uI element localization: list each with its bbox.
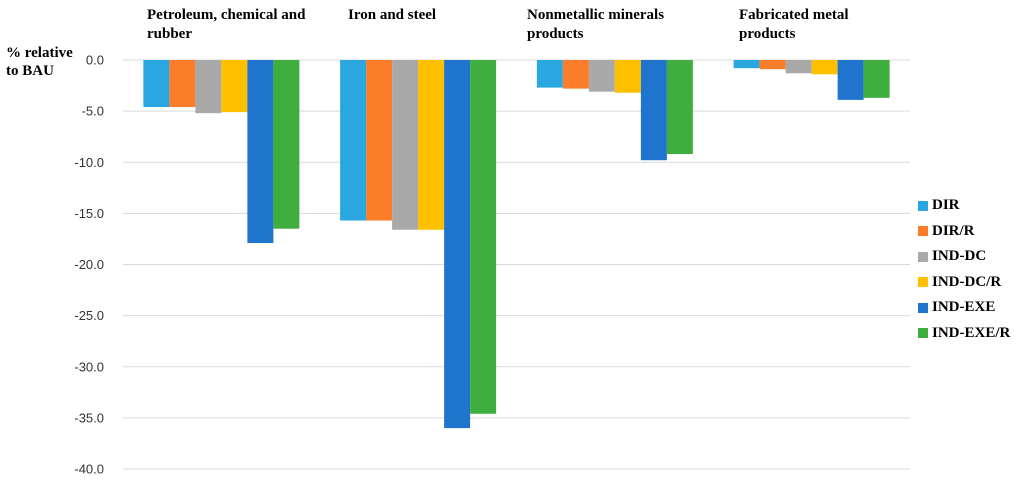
bar-ind-exe-r-cat-3 xyxy=(864,60,890,98)
bar-dir-cat-3 xyxy=(734,60,760,68)
legend-label: IND-DC/R xyxy=(932,274,1001,291)
legend-swatch xyxy=(918,328,928,338)
bar-ind-exe-cat-3 xyxy=(838,60,864,100)
bar-dir-r-cat-3 xyxy=(760,60,786,69)
bar-dir-r-cat-2 xyxy=(563,60,589,89)
legend-swatch xyxy=(918,277,928,287)
bar-ind-dc-cat-2 xyxy=(589,60,615,92)
bar-ind-dc-cat-3 xyxy=(786,60,812,73)
legend-item: IND-DC xyxy=(918,244,1010,270)
bar-ind-dc-r-cat-3 xyxy=(812,60,838,74)
y-tick-label: -15.0 xyxy=(74,206,104,221)
bar-ind-dc-r-cat-0 xyxy=(221,60,247,112)
y-tick-label: -25.0 xyxy=(74,308,104,323)
y-tick-label: -30.0 xyxy=(74,359,104,374)
legend-label: DIR/R xyxy=(932,223,975,240)
bar-ind-exe-cat-2 xyxy=(641,60,667,160)
legend-item: DIR/R xyxy=(918,219,1010,245)
bar-ind-dc-cat-1 xyxy=(392,60,418,230)
legend-item: IND-EXE/R xyxy=(918,321,1010,347)
legend: DIR DIR/R IND-DC IND-DC/R IND-EXE IND-EXE/R xyxy=(918,193,1010,346)
bar-dir-r-cat-0 xyxy=(169,60,195,107)
bar-ind-exe-cat-0 xyxy=(247,60,273,243)
y-tick-label: -40.0 xyxy=(74,462,104,477)
y-tick-label: -20.0 xyxy=(74,257,104,272)
bar-ind-dc-r-cat-1 xyxy=(418,60,444,230)
bar-dir-r-cat-1 xyxy=(366,60,392,221)
legend-swatch xyxy=(918,226,928,236)
y-tick-label: 0.0 xyxy=(86,53,104,68)
legend-label: IND-EXE/R xyxy=(932,325,1010,342)
bar-ind-exe-r-cat-1 xyxy=(470,60,496,414)
bar-ind-exe-r-cat-0 xyxy=(273,60,299,229)
legend-swatch xyxy=(918,201,928,211)
legend-item: DIR xyxy=(918,193,1010,219)
bar-ind-exe-r-cat-2 xyxy=(667,60,693,154)
y-tick-label: -5.0 xyxy=(82,104,104,119)
y-tick-label: -10.0 xyxy=(74,155,104,170)
bar-ind-dc-cat-0 xyxy=(195,60,221,113)
legend-label: IND-DC xyxy=(932,248,986,265)
legend-item: IND-DC/R xyxy=(918,270,1010,296)
legend-swatch xyxy=(918,303,928,313)
legend-item: IND-EXE xyxy=(918,295,1010,321)
bar-dir-cat-0 xyxy=(143,60,169,107)
bar-ind-exe-cat-1 xyxy=(444,60,470,428)
bar-dir-cat-1 xyxy=(340,60,366,221)
legend-label: DIR xyxy=(932,197,960,214)
bar-chart: 0.0 -5.0 -10.0 -15.0 -20.0 -25.0 -30.0 -35.0 -40… xyxy=(0,0,1024,484)
bar-dir-cat-2 xyxy=(537,60,563,88)
legend-swatch xyxy=(918,252,928,262)
bar-ind-dc-r-cat-2 xyxy=(615,60,641,93)
legend-label: IND-EXE xyxy=(932,299,995,316)
y-tick-label: -35.0 xyxy=(74,410,104,425)
